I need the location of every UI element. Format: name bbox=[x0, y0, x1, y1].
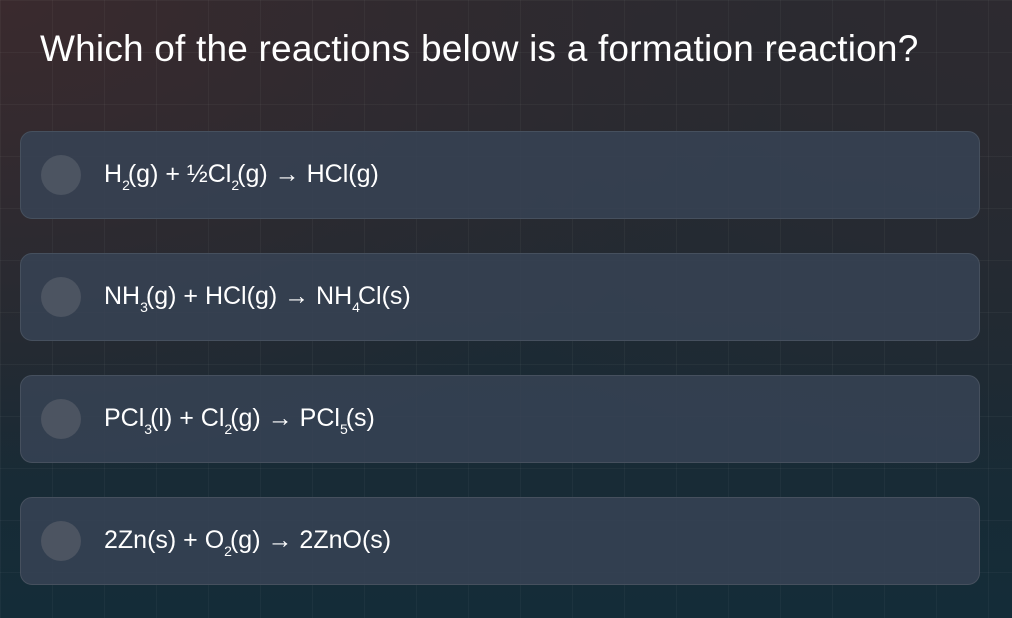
option-equation: NH3(g) + HCl(g) → NH4Cl(s) bbox=[104, 282, 411, 315]
subscript: 3 bbox=[140, 299, 148, 315]
radio-button-icon[interactable] bbox=[41, 521, 81, 561]
equation-text: PCl bbox=[104, 404, 145, 432]
subscript: 4 bbox=[352, 299, 360, 315]
answer-option-1[interactable]: H2(g) + ½Cl2(g) → HCl(g) bbox=[20, 131, 980, 219]
question-text: Which of the reactions below is a format… bbox=[40, 28, 919, 69]
radio-button-icon[interactable] bbox=[41, 155, 81, 195]
subscript: 2 bbox=[231, 177, 240, 193]
equation-text: (g) → PCl bbox=[230, 404, 340, 432]
option-equation: PCl3(l) + Cl2(g) → PCl5(s) bbox=[104, 404, 375, 437]
equation-text: H bbox=[104, 160, 123, 188]
subscript: 2 bbox=[122, 177, 130, 193]
equation-text: (l) + Cl bbox=[150, 404, 225, 432]
equation-text: (g) + HCl(g) → NH bbox=[145, 282, 353, 310]
equation-text: (g) → HCl(g) bbox=[237, 160, 379, 188]
answer-option-3[interactable]: PCl3(l) + Cl2(g) → PCl5(s) bbox=[20, 375, 980, 463]
equation-text: (g) → 2ZnO(s) bbox=[229, 526, 392, 554]
subscript: 3 bbox=[144, 421, 153, 437]
equation-text: 2Zn(s) + O bbox=[104, 526, 225, 554]
option-equation: H2(g) + ½Cl2(g) → HCl(g) bbox=[104, 160, 379, 193]
answer-option-2[interactable]: NH3(g) + HCl(g) → NH4Cl(s) bbox=[20, 253, 980, 341]
equation-text: (g) + ½Cl bbox=[127, 160, 232, 188]
equation-text: (s) bbox=[345, 404, 375, 432]
subscript: 5 bbox=[339, 421, 348, 437]
subscript: 2 bbox=[224, 543, 232, 559]
equation-text: NH bbox=[104, 282, 141, 310]
radio-button-icon[interactable] bbox=[41, 277, 81, 317]
answer-option-4[interactable]: 2Zn(s) + O2(g) → 2ZnO(s) bbox=[20, 497, 980, 585]
subscript: 2 bbox=[224, 421, 233, 437]
radio-button-icon[interactable] bbox=[41, 399, 81, 439]
option-equation: 2Zn(s) + O2(g) → 2ZnO(s) bbox=[104, 526, 391, 559]
equation-text: Cl(s) bbox=[357, 282, 411, 310]
